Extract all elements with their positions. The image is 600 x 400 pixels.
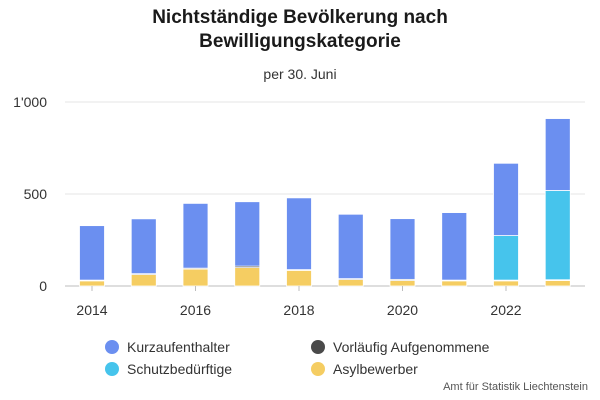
bar-segment bbox=[337, 279, 364, 287]
bar-segment bbox=[389, 280, 416, 287]
bar-segment bbox=[79, 225, 105, 281]
bar-segment bbox=[493, 280, 519, 287]
legend-label: Asylbewerber bbox=[333, 361, 418, 377]
chart-title: Nichtständige Bevölkerung nach Bewilligu… bbox=[0, 6, 600, 54]
y-tick-label: 1'000 bbox=[13, 94, 47, 110]
bar-segment bbox=[182, 268, 209, 287]
legend-label: Vorläufig Aufgenommene bbox=[333, 339, 490, 355]
chart-title-line-2: Bewilligungskategorie bbox=[199, 31, 401, 52]
legend-item[interactable]: Schutzbedürftige bbox=[105, 361, 232, 377]
bar-segment bbox=[234, 267, 261, 287]
legend-swatch bbox=[311, 362, 325, 376]
bar-segment bbox=[441, 212, 468, 281]
source-note: Amt für Statistik Liechtenstein bbox=[443, 381, 588, 393]
bar-segment bbox=[286, 269, 312, 287]
legend-swatch bbox=[105, 362, 119, 376]
bar-segment bbox=[544, 118, 571, 191]
bar-segment bbox=[441, 280, 468, 287]
bar-segment bbox=[234, 201, 261, 267]
y-tick-label: 0 bbox=[39, 278, 47, 294]
legend-label: Schutzbedürftige bbox=[127, 361, 233, 377]
bar-segment bbox=[389, 218, 416, 280]
bar-segment bbox=[130, 218, 157, 275]
bar-segment bbox=[544, 280, 571, 287]
bar-segment bbox=[337, 213, 364, 280]
chart-subtitle: per 30. Juni bbox=[263, 66, 337, 82]
legend-swatch bbox=[311, 340, 325, 354]
bar-segment bbox=[493, 235, 519, 281]
bar-segment bbox=[182, 202, 209, 269]
chart-title-line-1: Nichtständige Bevölkerung nach bbox=[152, 7, 448, 28]
legend-swatch bbox=[105, 340, 119, 354]
bar-segment bbox=[79, 280, 105, 287]
y-tick-label: 500 bbox=[24, 186, 48, 202]
x-tick-label: 2014 bbox=[76, 302, 107, 318]
bar-segment bbox=[286, 197, 312, 271]
x-tick-label: 2022 bbox=[490, 302, 521, 318]
legend-item[interactable]: Kurzaufenthalter bbox=[105, 339, 230, 355]
x-tick-label: 2018 bbox=[283, 302, 314, 318]
bar-segment bbox=[544, 190, 571, 281]
x-tick-label: 2016 bbox=[180, 302, 211, 318]
legend-item[interactable]: Asylbewerber bbox=[311, 361, 418, 377]
x-tick-label: 2020 bbox=[387, 302, 418, 318]
bar-segment bbox=[493, 162, 519, 236]
legend-label: Kurzaufenthalter bbox=[127, 339, 230, 355]
legend-item[interactable]: Vorläufig Aufgenommene bbox=[311, 339, 489, 355]
bar-segment bbox=[130, 274, 157, 287]
